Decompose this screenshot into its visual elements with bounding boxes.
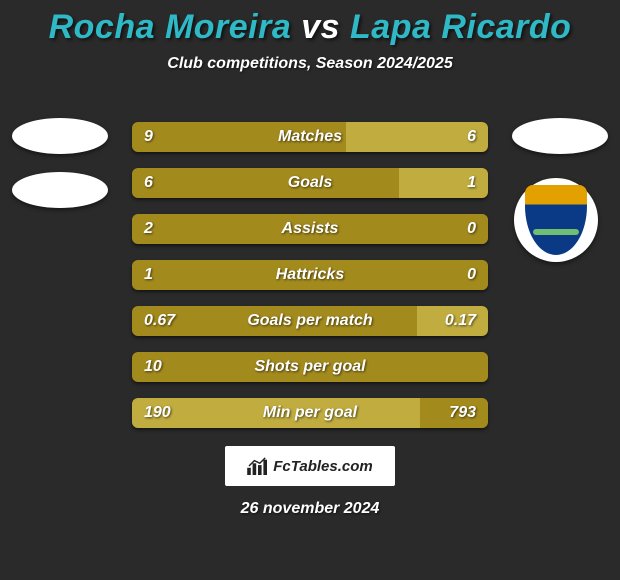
player2-name: Lapa Ricardo [350,8,571,46]
chart-icon [247,457,269,475]
page-title: Rocha Moreira vs Lapa Ricardo [0,0,620,47]
club-logo-right-1 [512,118,608,154]
stat-row: 10Shots per goal [132,352,488,382]
stat-label: Assists [132,214,488,244]
club-logo-left-1 [12,118,108,154]
stat-label: Min per goal [132,398,488,428]
stat-label: Goals [132,168,488,198]
club-logo-left-2 [12,172,108,208]
branding-box: FcTables.com [225,446,395,486]
branding-text: FcTables.com [273,458,372,475]
stat-row: 96Matches [132,122,488,152]
stat-label: Shots per goal [132,352,488,382]
date-text: 26 november 2024 [0,500,620,518]
stat-label: Matches [132,122,488,152]
club-badge-shield-icon [525,185,587,255]
stat-row: 10Hattricks [132,260,488,290]
stat-row: 0.670.17Goals per match [132,306,488,336]
stat-row: 20Assists [132,214,488,244]
stat-label: Goals per match [132,306,488,336]
comparison-bars: 96Matches 61Goals 20Assists 10Hattricks 0.67… [132,122,488,444]
club-badge-right [514,178,598,262]
stat-label: Hattricks [132,260,488,290]
stat-row: 61Goals [132,168,488,198]
player1-name: Rocha Moreira [49,8,292,46]
stat-row: 190793Min per goal [132,398,488,428]
vs-text: vs [301,8,340,46]
subtitle: Club competitions, Season 2024/2025 [0,55,620,73]
